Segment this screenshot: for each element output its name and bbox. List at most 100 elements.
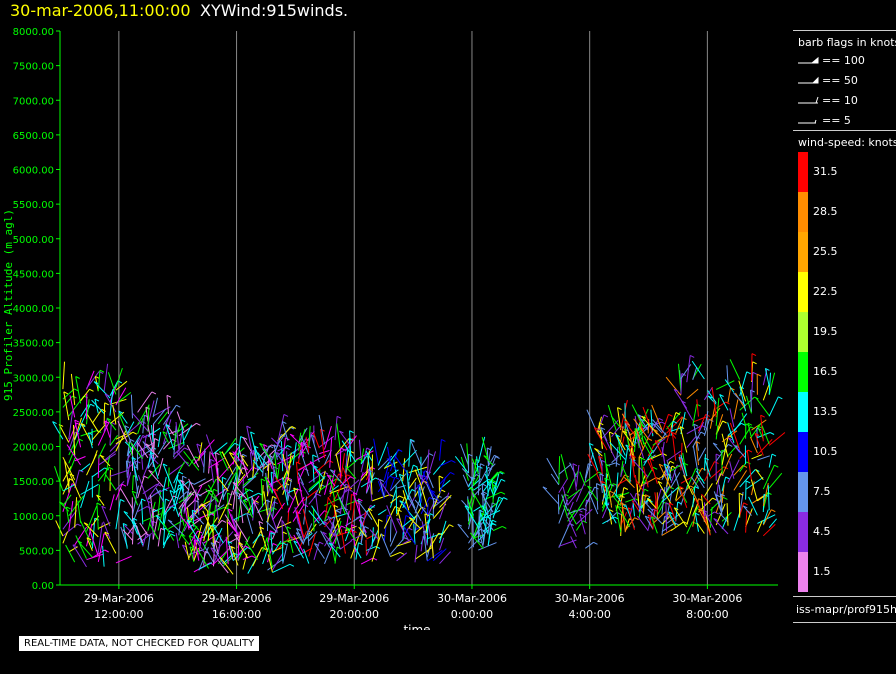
wind-barb [311,505,325,526]
wind-barb-flag [94,398,100,402]
speed-swatch-label: 16.5 [813,365,838,378]
wind-barb-flag [184,447,189,451]
wind-barb [480,513,489,535]
wind-barb-flag [728,435,733,439]
wind-barb-flag [178,471,184,475]
quality-warning-label: REAL-TIME DATA, NOT CHECKED FOR QUALITY [19,636,260,651]
wind-barb-flag [122,522,128,526]
wind-barb-flag [340,447,345,451]
wind-barb [738,493,741,518]
wind-barb [227,490,233,505]
wind-barb [600,427,608,442]
wind-barb [245,540,259,560]
x-axis-title: time [403,623,430,630]
wind-barb-flag [77,540,83,544]
wind-barb [721,515,729,530]
wind-barb [137,476,145,499]
speed-swatch-label: 19.5 [813,325,838,338]
wind-barb-flag [349,430,354,434]
wind-barb [310,435,320,463]
wind-barb [162,522,175,541]
wind-barb [584,486,596,507]
wind-barb-flag [679,486,684,490]
wind-barb [74,417,82,440]
wind-barb-flag [118,413,124,417]
wind-barb [751,353,753,381]
wind-barb [281,477,289,506]
wind-barb [426,532,440,553]
wind-barb [293,487,299,506]
wind-barb [335,453,341,473]
wind-barb-flag [587,463,593,467]
wind-barb [260,478,264,508]
wind-barb [297,468,305,482]
wind-barb [670,412,677,428]
wind-barb [210,547,219,562]
wind-barb [734,392,747,411]
wind-barb [408,506,422,529]
wind-barb [741,412,747,426]
wind-barb-flag [319,541,324,545]
wind-barb [692,486,696,508]
plot-title: XYWind:915winds. [200,1,349,20]
wind-barb [173,484,180,505]
wind-barb [149,452,159,480]
wind-barb-flag [747,422,753,426]
wind-barb [584,499,587,523]
wind-barb [661,528,673,536]
data-source-label: iss-mapr/prof915h [796,603,896,616]
wind-barb [99,454,111,467]
wind-barb [420,453,430,467]
wind-barb-flag [771,509,776,513]
wind-barb-flag [187,516,192,520]
wind-barb [300,481,310,496]
wind-barb [750,479,758,502]
wind-barb-flag [492,484,498,488]
wind-barb [339,540,353,550]
wind-barb [133,466,139,494]
wind-barb [242,492,259,502]
wind-barb [115,555,132,564]
wind-barb [115,480,125,491]
wind-barb-flag [399,473,404,477]
wind-barb [686,521,693,535]
wind-barb [749,436,758,454]
wind-barb [768,372,776,396]
wind-barb [726,365,729,384]
wind-barb [86,371,100,389]
wind-barb [609,441,626,460]
speed-swatch [798,552,808,592]
wind-barb [631,500,640,512]
wind-barb [219,557,234,575]
wind-barb [464,505,479,528]
wind-barb-flag [89,388,94,392]
wind-barb-flag [176,404,181,408]
wind-barb [324,505,332,522]
wind-barb [622,430,635,447]
wind-barb [686,436,697,449]
wind-barb [74,497,78,528]
wind-barb [703,483,713,497]
wind-barb-flag [713,518,718,521]
wind-barb [328,542,341,558]
wind-barb [94,398,99,414]
legend-divider-speed [793,130,896,131]
wind-barb [482,509,501,519]
wind-barb [272,547,282,553]
wind-barb [52,421,64,440]
wind-barb [142,415,145,434]
wind-barb [747,423,752,438]
wind-barb-flag [72,395,77,399]
wind-barb [64,461,70,487]
wind-barb-flag [234,442,239,446]
wind-barb [624,421,635,436]
wind-barb [487,456,497,477]
y-tick-label: 2500.00 [13,408,54,419]
wind-barb [477,463,481,496]
wind-barb [334,530,353,537]
wind-barb [567,508,577,525]
x-tick-date: 29-Mar-2006 [319,592,389,605]
wind-barb [222,466,237,489]
x-tick-date: 30-Mar-2006 [555,592,625,605]
wind-barb [387,446,391,464]
